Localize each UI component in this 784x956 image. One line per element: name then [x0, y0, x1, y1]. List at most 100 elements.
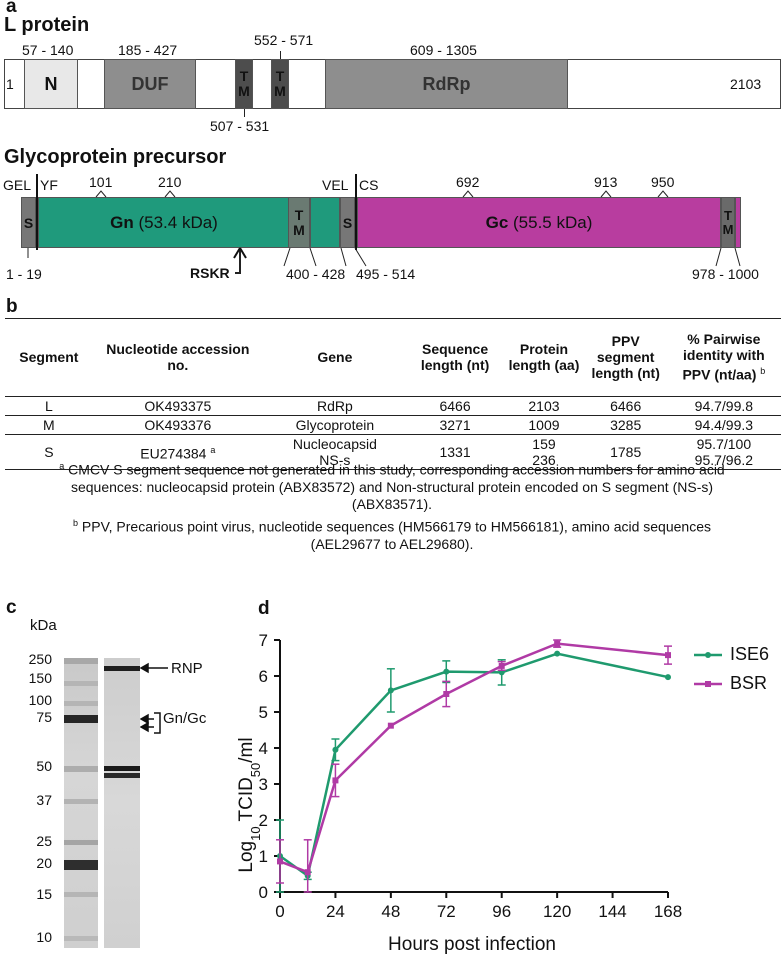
- marker-150: 150: [28, 670, 52, 686]
- header-ppv-length: PPV segment length (nt): [591, 333, 660, 381]
- rnp-band: [104, 666, 140, 671]
- footnote-b-line-1: b PPV, Precarious point virus, nucleotid…: [0, 515, 784, 536]
- table-row: S EU274384 a Nucleocapsid NS-s 1331 159 23…: [5, 435, 781, 470]
- rnp-label: RNP: [171, 660, 203, 677]
- legend-swatches: [694, 652, 722, 687]
- header-segment: Segment: [19, 349, 79, 365]
- y-tick-label: 3: [259, 775, 268, 794]
- gn-arrow-icon: [140, 713, 149, 725]
- ladder-band: [64, 701, 98, 706]
- l-protein-end: 2103: [730, 76, 762, 92]
- gn-mass: (53.4 kDa): [138, 212, 218, 232]
- yf-motif: YF: [40, 177, 58, 193]
- ladder-band: [64, 840, 98, 845]
- signal2-ticks: [340, 247, 367, 267]
- footnote-b-text-1: PPV, Precarious point virus, nucleotide …: [81, 518, 711, 535]
- cell-accession-m: OK493376: [144, 417, 212, 433]
- ylabel-sub50: 50: [248, 763, 263, 777]
- g-tm2-ticks: [715, 247, 741, 267]
- cell-segment-m: M: [43, 417, 55, 433]
- x-tick-label: 168: [654, 902, 682, 921]
- cell-identity-m: 94.4/99.3: [694, 417, 754, 433]
- rskr-stem: [235, 248, 241, 274]
- glyco-site-950: 950: [651, 174, 675, 190]
- data-point: [665, 652, 671, 659]
- cell-gene-l: RdRp: [316, 398, 353, 414]
- data-point: [332, 746, 339, 753]
- table-top-rule: [5, 318, 781, 319]
- cell-protlen-s-1: 159: [532, 436, 556, 452]
- l-protein-title: L protein: [4, 14, 90, 36]
- y-tick-label: 0: [259, 883, 268, 902]
- header-identity-note: b: [760, 366, 766, 377]
- cell-ppvlen-m: 3285: [610, 417, 642, 433]
- l-tm2-tick: [280, 51, 281, 59]
- x-tick-label: 48: [381, 902, 400, 921]
- data-point: [665, 674, 671, 681]
- duf-domain-range: 185 - 427: [118, 42, 178, 58]
- marker-100: 100: [28, 692, 52, 708]
- data-point: [498, 662, 505, 669]
- cell-segment-s: S: [44, 444, 54, 460]
- data-point: [443, 668, 450, 675]
- cell-identity-s-1: 95.7/100: [696, 436, 752, 452]
- data-point: [387, 722, 394, 729]
- marker-37: 37: [36, 792, 52, 808]
- marker-25: 25: [36, 833, 52, 849]
- cell-seqlen-l: 6466: [439, 398, 471, 414]
- cell-identity-l: 94.7/99.8: [694, 398, 754, 414]
- n-domain-range: 57 - 140: [22, 42, 74, 58]
- l-protein-start: 1: [6, 76, 14, 92]
- cell-identity-s: 95.7/100 95.7/96.2: [667, 435, 781, 470]
- x-tick-label: 72: [437, 902, 456, 921]
- gel-arrows: [140, 662, 168, 734]
- kda-label: kDa: [30, 617, 57, 634]
- gc-label: Gc: [485, 212, 509, 232]
- ylabel-sub10: 10: [248, 826, 263, 840]
- ladder-band: [64, 892, 98, 897]
- data-point: [277, 858, 283, 865]
- x-tick-label: 24: [326, 902, 345, 921]
- legend-bsr-marker: [705, 681, 711, 687]
- marker-20: 20: [36, 855, 52, 871]
- glyco-fork-692: [462, 190, 474, 198]
- vel-cleavage-line: [355, 174, 357, 250]
- cell-ppvlen-s: 1785: [610, 444, 642, 460]
- footnote-a-line-3: (ABX83571).: [351, 495, 433, 512]
- footnote-b: b PPV, Precarious point virus, nucleotid…: [0, 515, 784, 553]
- vel-motif: VEL: [322, 177, 349, 193]
- glyco-fork-101: [95, 190, 107, 198]
- panel-b-letter: b: [6, 296, 18, 317]
- panel-d-letter: d: [258, 598, 270, 619]
- data-point: [304, 869, 311, 876]
- footnote-a-line-2: sequences: nucleocapsid protein (ABX8357…: [70, 478, 714, 495]
- gn-label: Gn: [110, 212, 134, 232]
- signal-peptide-1: S: [21, 197, 36, 248]
- panel-c-letter: c: [6, 597, 17, 618]
- gn-band: [104, 766, 140, 771]
- signal-peptide-2: S: [340, 197, 355, 248]
- footnote-b-mark: b: [73, 518, 79, 528]
- gc-domain: Gc (55.5 kDa): [357, 197, 721, 248]
- marker-lane: [64, 658, 98, 948]
- ladder-band: [64, 860, 98, 870]
- cell-seqlen-s: 1331: [439, 444, 471, 460]
- gngc-label: Gn/Gc: [163, 710, 207, 727]
- cell-gene-m: Glycoprotein: [295, 417, 375, 433]
- x-tick-label: 144: [598, 902, 626, 921]
- data-point: [554, 640, 561, 647]
- signal-peptide-1-range: 1 - 19: [6, 266, 42, 282]
- x-axis-label: Hours post infection: [388, 934, 556, 955]
- header-accession: Nucleotide accession no.: [106, 341, 250, 373]
- marker-250: 250: [28, 651, 52, 667]
- ladder-band: [64, 681, 98, 686]
- l-tm1-domain: TM: [235, 59, 253, 109]
- glycoprotein-title: Glycoprotein precursor: [4, 146, 227, 168]
- panel-a-letter: a: [6, 0, 17, 17]
- data-point: [554, 650, 561, 657]
- g-tm1-ticks: [283, 247, 317, 267]
- signal-peptide-2-range: 495 - 514: [356, 266, 416, 282]
- legend-ise6-marker: [705, 652, 711, 658]
- marker-10: 10: [36, 929, 52, 945]
- ladder-band: [64, 766, 98, 772]
